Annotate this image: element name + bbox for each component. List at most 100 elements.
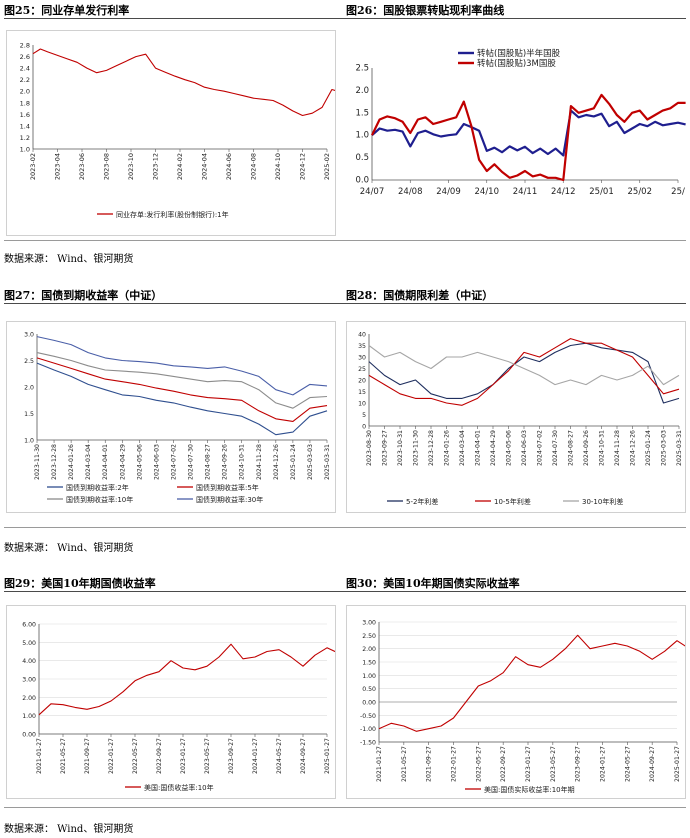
chart-fig29: 0.00 1.00 2.00 3.00 4.00 5.00 6.00 2021-01-27 20…: [6, 605, 336, 799]
y-tick-label: 1.0: [24, 438, 34, 445]
x-tick-label: 2024-07-30: [552, 430, 559, 466]
fig26-title: 图26：国股银票转贴现利率曲线: [346, 4, 505, 17]
y-tick-label: 0.00: [22, 732, 36, 739]
x-tick-label: 2023-01-27: [525, 746, 532, 782]
fig29-title: 图29：美国10年期国债收益率: [4, 577, 156, 590]
y-tick-label: 15: [358, 389, 366, 396]
x-tick-label: 2024-04: [201, 153, 209, 180]
x-tick-label: 2022-09-27: [156, 738, 163, 774]
chart-fig30: -1.50 -1.00 -0.50 0.00 0.50 1.00 1.50 2.00 2.50 3…: [346, 605, 686, 799]
x-tick-label: 2024-07-02: [170, 444, 177, 480]
x-tick-label: 2023-12-28: [51, 444, 58, 480]
x-tick-label: 2023-02: [29, 153, 37, 180]
x-tick-label: 2025-03-03: [307, 444, 314, 480]
x-tick-label: 2024-07-30: [188, 444, 195, 480]
x-tick-label: 2021-01-27: [36, 738, 43, 774]
x-tick-label: 2024-11-28: [614, 430, 621, 466]
y-tick-label: 0.5: [355, 153, 369, 163]
x-tick-label: 2024-05-06: [136, 444, 143, 480]
x-tick-label: 2025-03-31: [676, 430, 683, 466]
x-tick-label: 2024-01-27: [600, 746, 607, 782]
x-tick-label: 2022-09-27: [500, 746, 507, 782]
y-tick-label: 2.0: [355, 86, 369, 96]
x-tick-label: 2024-08-27: [205, 444, 212, 480]
series-line-1: [32, 48, 335, 117]
x-tick-label: 2024-09-26: [583, 430, 590, 466]
x-tick-label: 2023-11-30: [34, 444, 41, 480]
x-tick-label: 2022-05-27: [132, 738, 139, 774]
y-tick-label: 2.00: [22, 695, 36, 702]
series-line-2: [368, 338, 680, 406]
y-tick-label: 3.0: [24, 332, 34, 339]
y-tick-label: 3.00: [362, 620, 376, 627]
x-tick-label: 2024-06: [225, 153, 233, 180]
x-tick-label: 2024-05-27: [276, 738, 283, 774]
source-note: 数据来源： Wind、银河期货: [4, 254, 134, 265]
x-tick-label: 2024-10-31: [239, 444, 246, 480]
y-tick-label: 1.5: [355, 108, 369, 118]
y-tick-label: 2.0: [24, 385, 34, 392]
title-rule: [4, 18, 686, 19]
y-tick-label: 1.8: [20, 99, 30, 107]
y-tick-label: 2.8: [20, 42, 30, 50]
x-tick-label: 24/11: [513, 187, 538, 197]
legend-label: 国债到期收益率:30年: [196, 495, 263, 504]
title-rule: [4, 303, 686, 304]
series-line-2: [36, 357, 328, 422]
legend-label: 国债到期收益率:5年: [196, 483, 259, 492]
x-tick-label: 2021-01-27: [376, 746, 383, 782]
series-line-2: [371, 93, 686, 182]
legend-label: 美国:国债收益率:10年: [144, 783, 214, 792]
series-line-3: [368, 345, 680, 386]
x-tick-label: 25/01: [589, 187, 614, 197]
y-tick-label: 0.0: [355, 176, 369, 186]
y-tick-label: 2.6: [20, 53, 30, 61]
y-tick-label: 2.00: [362, 646, 376, 653]
x-tick-label: 2024-12-26: [630, 430, 637, 466]
x-tick-label: 2023-05-27: [204, 738, 211, 774]
legend-label: 5-2年利差: [406, 497, 438, 506]
y-tick-label: 1.0: [355, 131, 369, 141]
y-tick-label: 1.50: [362, 660, 376, 667]
legend-label: 同业存单:发行利率(股份制银行):1年: [116, 210, 229, 219]
x-tick-label: 2024-09-27: [649, 746, 656, 782]
legend-label: 国债到期收益率:2年: [66, 483, 129, 492]
x-tick-label: 2023-08: [103, 153, 111, 180]
y-tick-label: -1.00: [360, 726, 376, 733]
y-tick-label: 2.50: [362, 633, 376, 640]
x-tick-label: 2024-05-06: [506, 430, 513, 466]
x-tick-label: 2024-08-27: [568, 430, 575, 466]
x-tick-label: 25/: [671, 187, 685, 197]
x-tick-label: 24/09: [436, 187, 461, 197]
x-tick-label: 2023-01-27: [180, 738, 187, 774]
series-line-4: [36, 336, 328, 396]
legend-label: 转帖(国股贴)3M国股: [477, 58, 556, 69]
fig27-title: 图27：国债到期收益率（中证）: [4, 289, 163, 302]
x-tick-label: 2022-05-27: [475, 746, 482, 782]
y-tick-label: 3.00: [22, 677, 36, 684]
series-line-1: [36, 362, 328, 436]
x-tick-label: 2023-04: [54, 153, 62, 180]
x-tick-label: 2024-03-04: [459, 430, 466, 466]
x-tick-label: 2024-04-29: [490, 430, 497, 466]
legend-label: 10-5年利差: [494, 497, 531, 506]
y-tick-label: 1.6: [20, 111, 30, 119]
x-tick-label: 2024-08: [250, 153, 258, 180]
x-tick-label: 2024-03-04: [85, 444, 92, 480]
chart-fig25: 1.0 1.2 1.4 1.6 1.8 2.0 2.2 2.4 2.6 2.8 2023-02 202…: [6, 30, 336, 236]
y-tick-label: 5: [362, 412, 366, 419]
source-rule: [4, 527, 686, 528]
x-tick-label: 2025-03-03: [661, 430, 668, 466]
x-tick-label: 24/10: [475, 187, 500, 197]
x-tick-label: 2024-09-26: [222, 444, 229, 480]
x-tick-label: 2023-12-28: [428, 430, 435, 466]
x-tick-label: 2023-09-27: [228, 738, 235, 774]
x-tick-label: 24/12: [551, 187, 576, 197]
x-tick-label: 2024-12-26: [273, 444, 280, 480]
x-tick-label: 2024-10: [274, 153, 282, 180]
chart-fig28: 0 5 10 15 20 25 30 35 40 2023-08-30 2023-09-27 2023…: [346, 321, 686, 513]
x-tick-label: 2021-09-27: [426, 746, 433, 782]
series-line-3: [36, 352, 328, 409]
x-tick-label: 2024-09-27: [300, 738, 307, 774]
x-tick-label: 2024-01-27: [252, 738, 259, 774]
